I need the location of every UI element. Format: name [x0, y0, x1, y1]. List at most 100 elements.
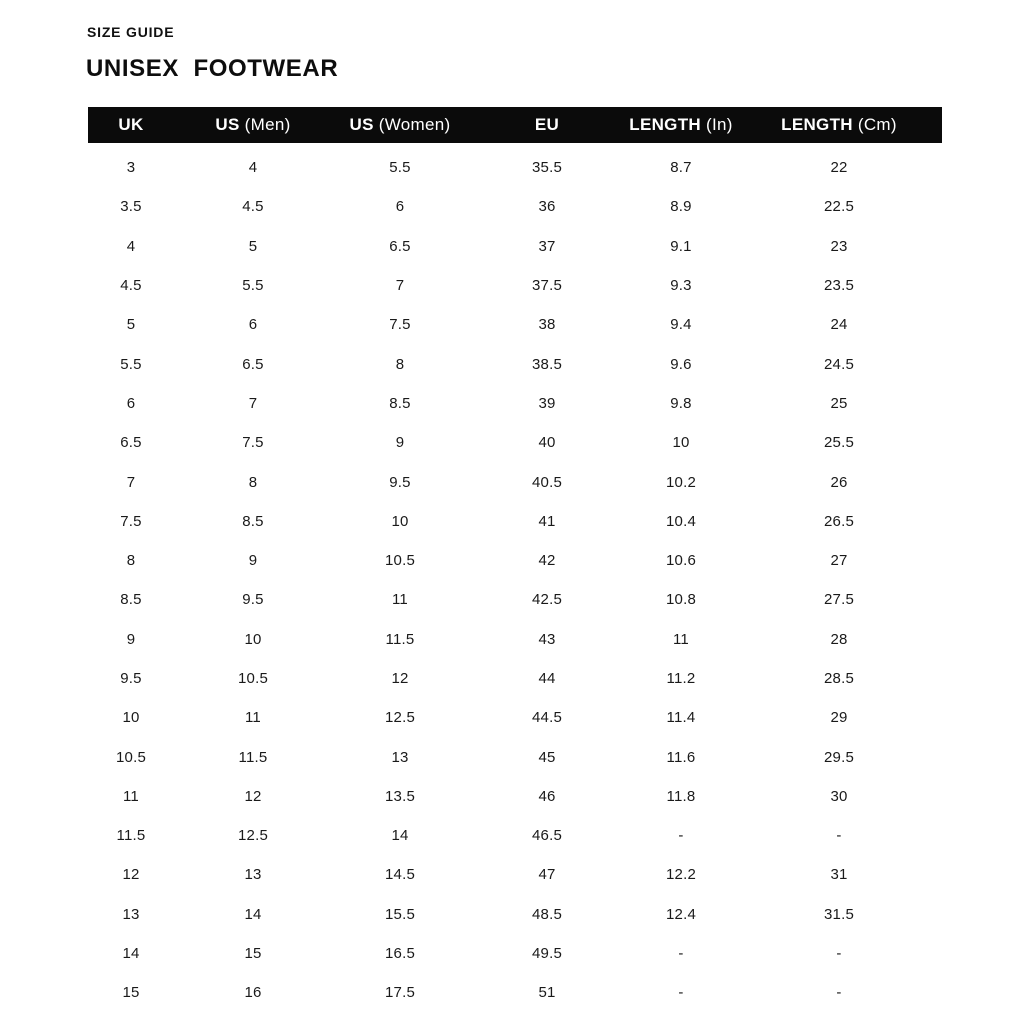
table-cell: 27.5	[824, 591, 854, 609]
table-cell: 3	[126, 159, 136, 177]
header-cell-eu: EU	[534, 115, 560, 134]
table-cell: 4.5	[242, 198, 264, 216]
table-cell: 11	[123, 787, 139, 805]
table-cell: 42.5	[532, 591, 562, 609]
table-cell: 28	[830, 630, 848, 648]
table-cell: -	[836, 984, 842, 1002]
size-table-container: UK US (Men) US (Women) EU LENGTH (In) LENGTH …	[88, 107, 942, 1013]
table-cell: 38.5	[532, 355, 562, 373]
table-cell: 9.1	[670, 237, 692, 255]
table-cell: 30	[830, 787, 848, 805]
table-cell: 9	[248, 552, 258, 570]
table-cell: 24.5	[824, 355, 854, 373]
table-row: 6.5 7.5 9 40 10 25.5	[88, 423, 942, 462]
table-cell: 8	[126, 552, 136, 570]
table-cell: 7	[126, 473, 136, 491]
table-row: 4.5 5.5 7 37.5 9.3 23.5	[88, 266, 942, 305]
table-cell: 10.8	[666, 591, 696, 609]
table-cell: 11.4	[666, 709, 696, 727]
table-cell: 12.4	[666, 905, 696, 923]
table-row: 14 15 16.5 49.5 - -	[88, 934, 942, 973]
table-cell: 9	[395, 434, 405, 452]
table-cell: -	[836, 945, 842, 963]
table-row: 11 12 13.5 46 11.8 30	[88, 777, 942, 816]
size-guide-label: SIZE GUIDE	[87, 24, 175, 40]
size-table: UK US (Men) US (Women) EU LENGTH (In) LENGTH …	[88, 107, 942, 1013]
table-header-row: UK US (Men) US (Women) EU LENGTH (In) LENGTH …	[88, 107, 942, 143]
table-cell: 9.8	[670, 394, 692, 412]
table-cell: 14	[391, 827, 409, 845]
table-cell: 29	[830, 709, 848, 727]
table-cell: 15	[122, 984, 140, 1002]
table-cell: 8.5	[242, 512, 264, 530]
table-cell: 11.6	[666, 748, 696, 766]
table-cell: 10.5	[116, 748, 146, 766]
table-cell: 13	[244, 866, 262, 884]
table-cell: 10	[244, 630, 262, 648]
table-row: 4 5 6.5 37 9.1 23	[88, 227, 942, 266]
table-cell: 8	[395, 355, 405, 373]
table-cell: 12	[122, 866, 140, 884]
table-cell: 14	[244, 905, 262, 923]
table-cell: 11.2	[666, 670, 696, 687]
table-cell: 3.5	[120, 198, 142, 216]
table-cell: 47	[538, 866, 556, 884]
table-cell: 6.5	[242, 355, 264, 373]
table-row: 15 16 17.5 51 - -	[88, 973, 942, 1012]
table-cell: 14.5	[385, 866, 415, 884]
table-cell: 14	[122, 945, 140, 963]
header-cell-us-women: US (Women)	[349, 115, 451, 134]
table-cell: 10	[122, 709, 140, 727]
table-cell: 11.5	[116, 827, 146, 845]
table-cell: 12.2	[666, 866, 696, 884]
table-cell: 45	[538, 748, 556, 766]
table-cell: 8	[248, 473, 258, 491]
table-cell: 43	[538, 630, 556, 648]
table-cell: -	[678, 827, 684, 845]
table-cell: 25.5	[824, 434, 854, 452]
table-cell: 5	[248, 237, 258, 255]
table-cell: 16.5	[385, 945, 415, 963]
table-cell: 23	[830, 237, 848, 255]
table-cell: 11	[673, 630, 689, 648]
table-cell: -	[836, 827, 842, 845]
table-cell: 9.5	[120, 670, 142, 687]
table-row: 10 11 12.5 44.5 11.4 29	[88, 698, 942, 737]
header-cell-us-men: US (Men)	[215, 115, 291, 134]
table-row: 7 8 9.5 40.5 10.2 26	[88, 462, 942, 501]
table-cell: 9.5	[389, 473, 411, 491]
table-cell: -	[678, 984, 684, 1002]
table-cell: 15.5	[385, 905, 415, 923]
table-cell: 46	[538, 787, 556, 805]
table-cell: 13.5	[385, 787, 415, 805]
table-cell: 9.3	[670, 277, 692, 295]
table-cell: 10.4	[666, 512, 696, 530]
table-cell: 29.5	[824, 748, 854, 766]
table-cell: 7.5	[242, 434, 264, 452]
table-cell: 8.7	[670, 159, 692, 177]
table-cell: 10.5	[238, 670, 268, 687]
table-cell: 9	[126, 630, 136, 648]
table-cell: 37.5	[532, 277, 562, 295]
page-title: UNISEX FOOTWEAR	[86, 55, 339, 82]
table-cell: 10	[672, 434, 690, 452]
table-cell: 6	[248, 316, 258, 334]
table-cell: 39	[538, 394, 556, 412]
table-row: 5.5 6.5 8 38.5 9.6 24.5	[88, 344, 942, 383]
table-cell: 11.5	[238, 748, 268, 766]
header-cell-uk: UK	[118, 115, 144, 134]
table-cell: 7.5	[389, 316, 411, 334]
table-cell: 17.5	[385, 984, 415, 1002]
table-row: 5 6 7.5 38 9.4 24	[88, 305, 942, 344]
table-cell: 31.5	[824, 905, 854, 923]
table-cell: 23.5	[824, 277, 854, 295]
table-row: 7.5 8.5 10 41 10.4 26.5	[88, 502, 942, 541]
table-cell: 22.5	[824, 198, 854, 216]
table-cell: 6	[395, 198, 405, 216]
table-cell: 22	[830, 159, 848, 177]
table-row: 11.5 12.5 14 46.5 - -	[88, 816, 942, 855]
table-row: 8.5 9.5 11 42.5 10.8 27.5	[88, 580, 942, 619]
table-cell: 12	[244, 787, 262, 805]
table-cell: 13	[122, 905, 140, 923]
table-cell: 25	[830, 394, 848, 412]
